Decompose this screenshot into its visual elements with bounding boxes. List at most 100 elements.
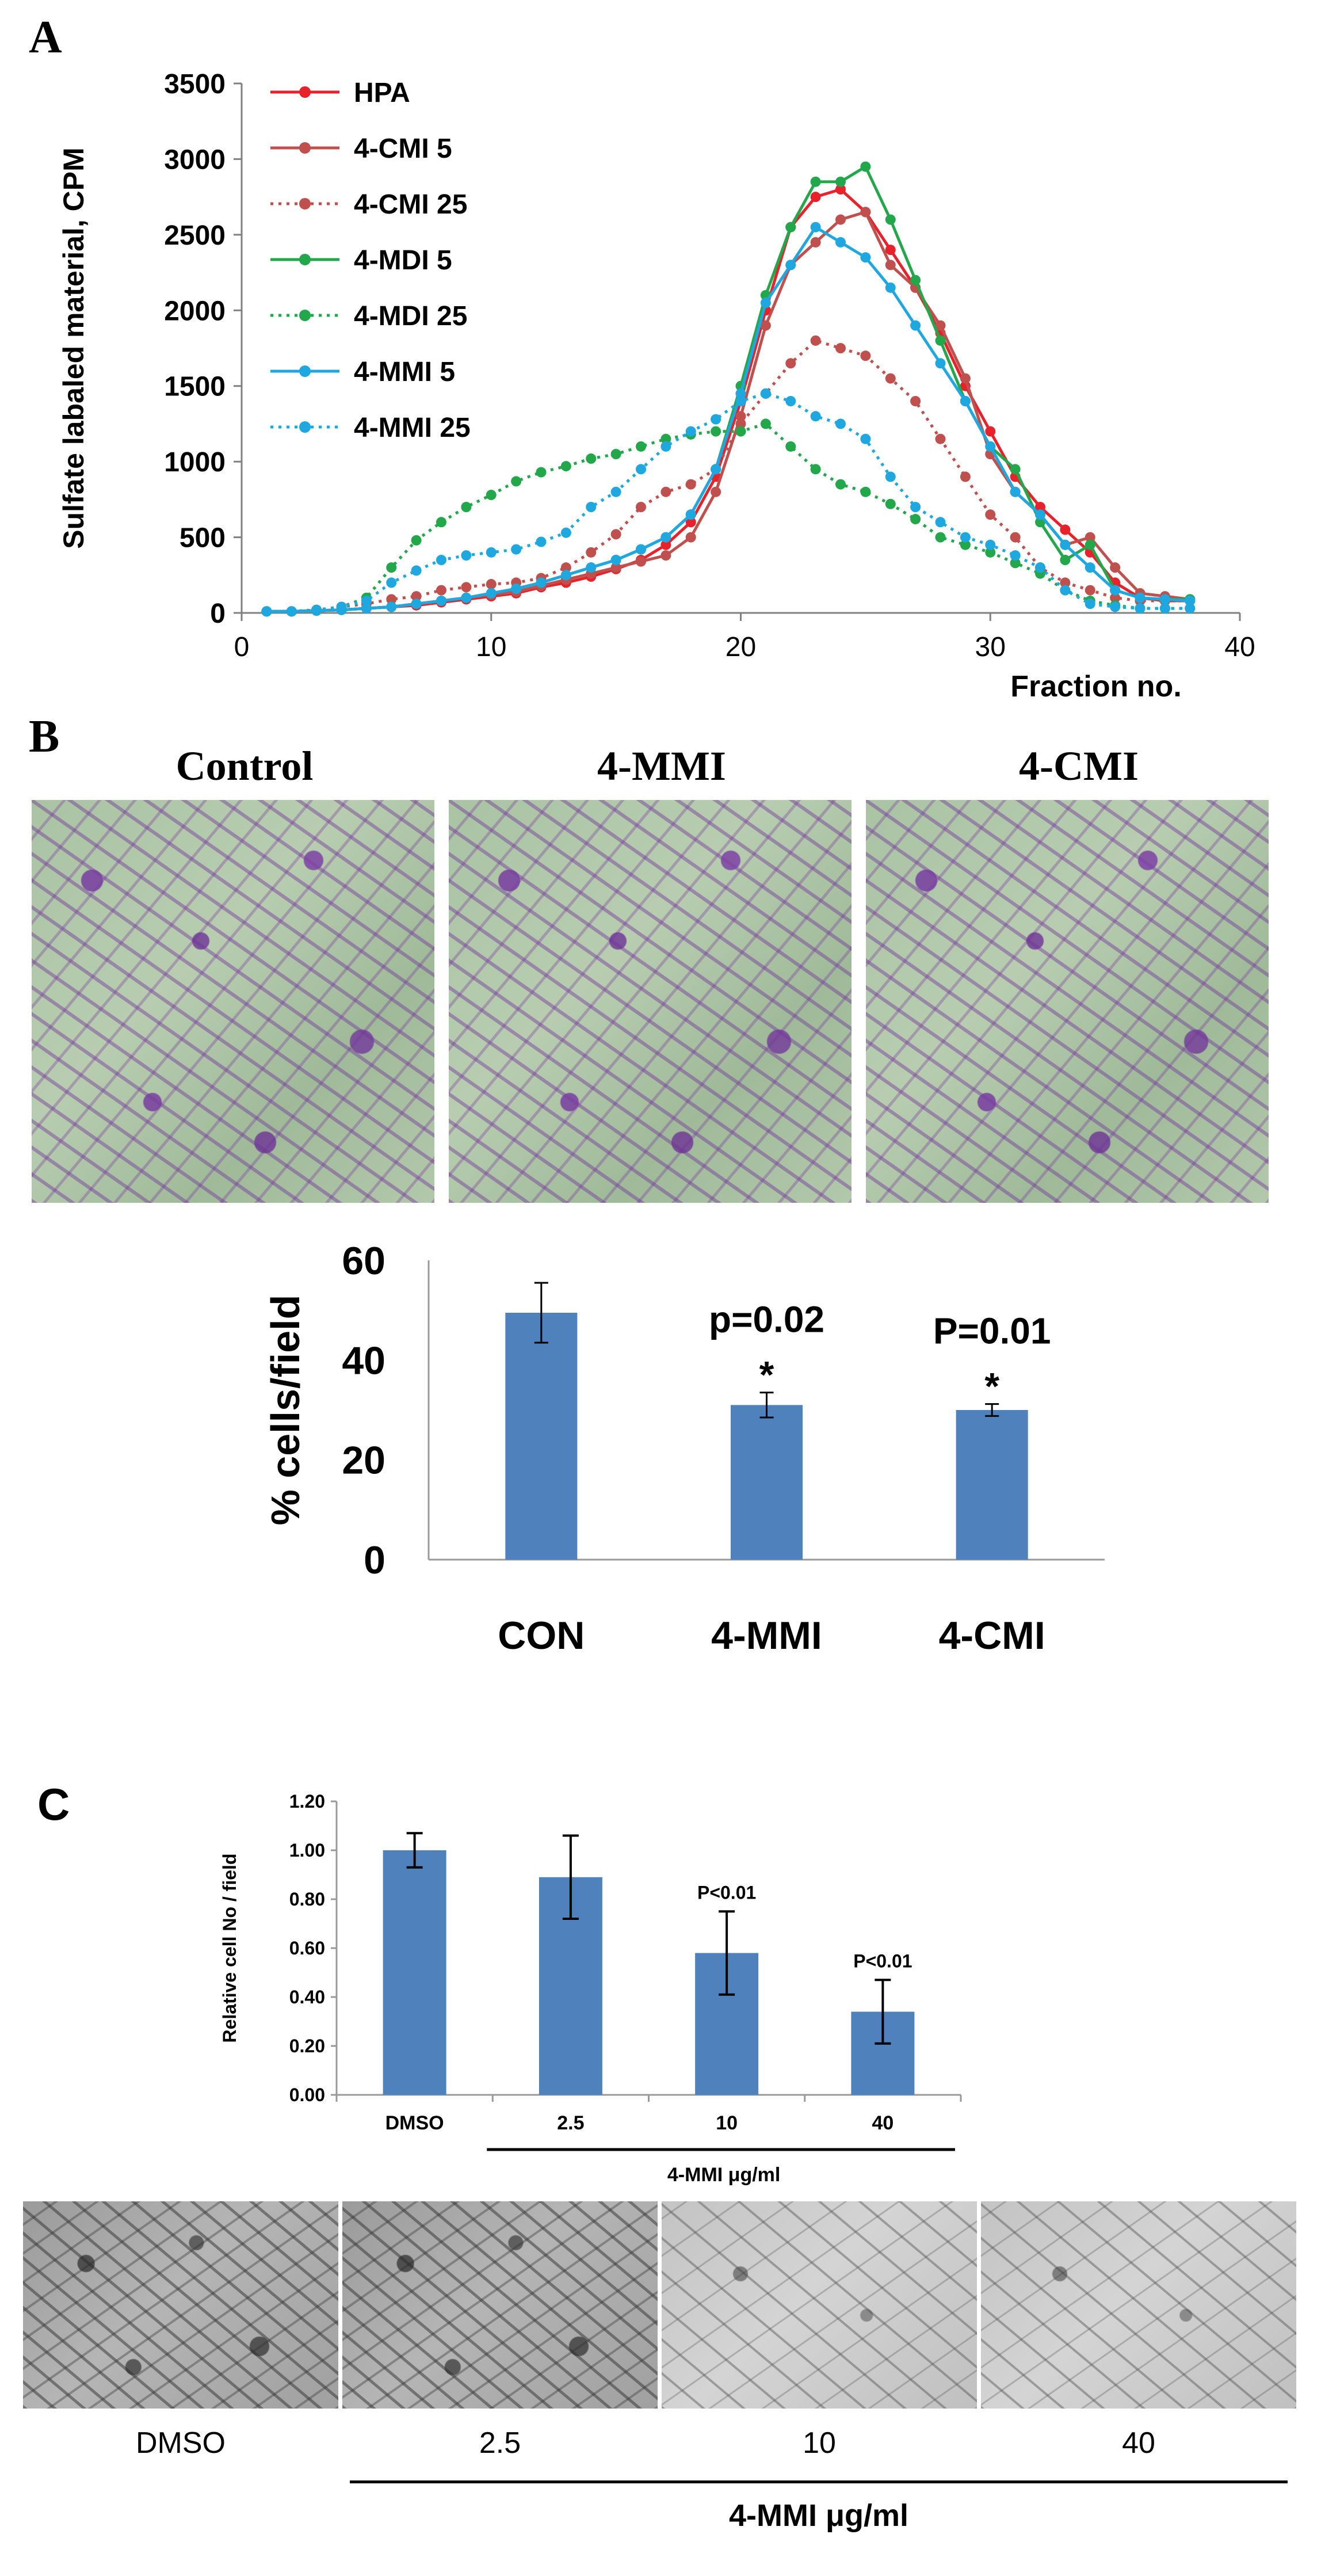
microscopy-image-40 xyxy=(981,2201,1296,2409)
y-tick-label: 2500 xyxy=(164,220,226,251)
series-6-point xyxy=(486,547,497,558)
series-4-point xyxy=(1010,558,1021,569)
x-tick-label: 30 xyxy=(975,632,1006,662)
series-5-point xyxy=(461,592,472,603)
legend-label-4: 4-MDI 25 xyxy=(354,301,467,331)
bar-con xyxy=(505,1313,578,1560)
p-value-label: p=0.02 xyxy=(709,1299,824,1340)
y-tick-label: 0 xyxy=(210,599,226,629)
series-4-point xyxy=(960,539,971,550)
series-0-point xyxy=(810,192,821,203)
x-category-label: CON xyxy=(498,1614,585,1657)
microscopy-image-control xyxy=(32,800,434,1203)
series-1-point xyxy=(660,550,671,561)
series-2-point xyxy=(1085,585,1095,596)
y-tick-label: 40 xyxy=(342,1339,385,1382)
series-6-point xyxy=(785,396,796,406)
series-4-point xyxy=(411,535,422,546)
series-6-point xyxy=(960,532,971,543)
y-tick-label: 3500 xyxy=(164,69,226,100)
series-5-point xyxy=(685,509,696,520)
series-2-point xyxy=(586,547,597,558)
series-5-point xyxy=(985,441,996,452)
y-tick-label: 1000 xyxy=(164,447,226,478)
panel-letter-b: B xyxy=(29,711,60,762)
series-3-point xyxy=(935,335,946,346)
series-0-point xyxy=(885,245,896,256)
legend-label-3: 4-MDI 5 xyxy=(354,245,452,276)
series-2-point xyxy=(386,594,397,605)
series-2-point xyxy=(860,350,871,361)
p-value-label: P=0.01 xyxy=(933,1310,1051,1352)
cells-per-field-bar-chart: 0 20 40 60 % cells/field CON 4-MMI p=0.02 * 4-CMI… xyxy=(263,1239,1105,1657)
y-tick-label: 0 xyxy=(364,1538,385,1582)
series-6-point xyxy=(311,604,322,615)
image-group-underline xyxy=(350,2480,1288,2483)
microscopy-image-4-mmi xyxy=(449,800,852,1203)
y-tick-label: 60 xyxy=(342,1239,385,1283)
series-6-point xyxy=(1185,603,1196,614)
legend-marker-3 xyxy=(299,254,311,265)
series-5-point xyxy=(1159,594,1170,605)
series-4-point xyxy=(760,418,771,429)
series-2-point xyxy=(1010,532,1021,543)
series-5-point xyxy=(885,282,896,293)
series-5-point xyxy=(610,555,621,565)
series-1-point xyxy=(636,556,646,567)
series-3-point xyxy=(1010,464,1021,475)
x-category-label: DMSO xyxy=(385,2112,444,2134)
microscopy-image-10 xyxy=(662,2201,977,2409)
series-4-point xyxy=(985,547,996,558)
series-4-point xyxy=(511,476,522,487)
series-6-point xyxy=(1135,603,1146,614)
series-2-point xyxy=(785,358,796,369)
series-5-point xyxy=(1110,585,1121,596)
series-1-point xyxy=(935,320,946,331)
series-0-point xyxy=(1035,502,1045,512)
y-tick-label: 1.20 xyxy=(289,1791,325,1812)
series-2-point xyxy=(636,502,646,512)
series-4-point xyxy=(935,532,946,543)
x-tick-label: 10 xyxy=(476,632,506,662)
series-5-point xyxy=(660,532,671,543)
series-6-point xyxy=(261,606,272,617)
image-title-4-cmi: 4-CMI xyxy=(1019,743,1139,789)
series-6-point xyxy=(511,544,522,555)
series-4-point xyxy=(610,449,621,459)
image-title-4-mmi: 4-MMI xyxy=(597,743,726,789)
series-6-point xyxy=(1085,599,1095,609)
series-2-point xyxy=(560,562,571,573)
legend-label-2: 4-CMI 25 xyxy=(354,189,467,220)
series-6-point xyxy=(610,486,621,497)
series-4-point xyxy=(735,426,746,437)
series-3-point xyxy=(1085,539,1095,550)
series-4-point xyxy=(785,441,796,452)
image-label-dmso: DMSO xyxy=(136,2426,226,2460)
series-5-point xyxy=(486,588,497,599)
series-1-point xyxy=(810,237,821,247)
series-2-point xyxy=(486,579,497,590)
series-6-point xyxy=(461,550,472,561)
series-1-point xyxy=(960,373,971,384)
series-4-point xyxy=(461,502,472,512)
series-5-point xyxy=(636,544,646,555)
series-2-point xyxy=(885,373,896,384)
image-label-40: 40 xyxy=(1122,2426,1155,2460)
series-2-point xyxy=(436,585,446,596)
x-category-label: 10 xyxy=(716,2112,738,2134)
y-axis-title: Relative cell No / field xyxy=(219,1854,240,2043)
series-4-point xyxy=(536,467,547,478)
series-5-point xyxy=(910,320,921,331)
y-tick-label: 1.00 xyxy=(289,1840,325,1861)
series-4-point xyxy=(711,426,721,437)
series-4-point xyxy=(835,479,846,490)
series-6-point xyxy=(636,464,646,475)
legend-label-1: 4-CMI 5 xyxy=(354,134,452,164)
x-tick-label: 20 xyxy=(726,632,756,662)
series-5-point xyxy=(810,222,821,233)
series-6-point xyxy=(735,396,746,406)
series-6-point xyxy=(1060,585,1071,596)
legend-marker-0 xyxy=(299,86,311,98)
series-4-point xyxy=(586,453,597,464)
series-1-point xyxy=(1085,532,1095,543)
